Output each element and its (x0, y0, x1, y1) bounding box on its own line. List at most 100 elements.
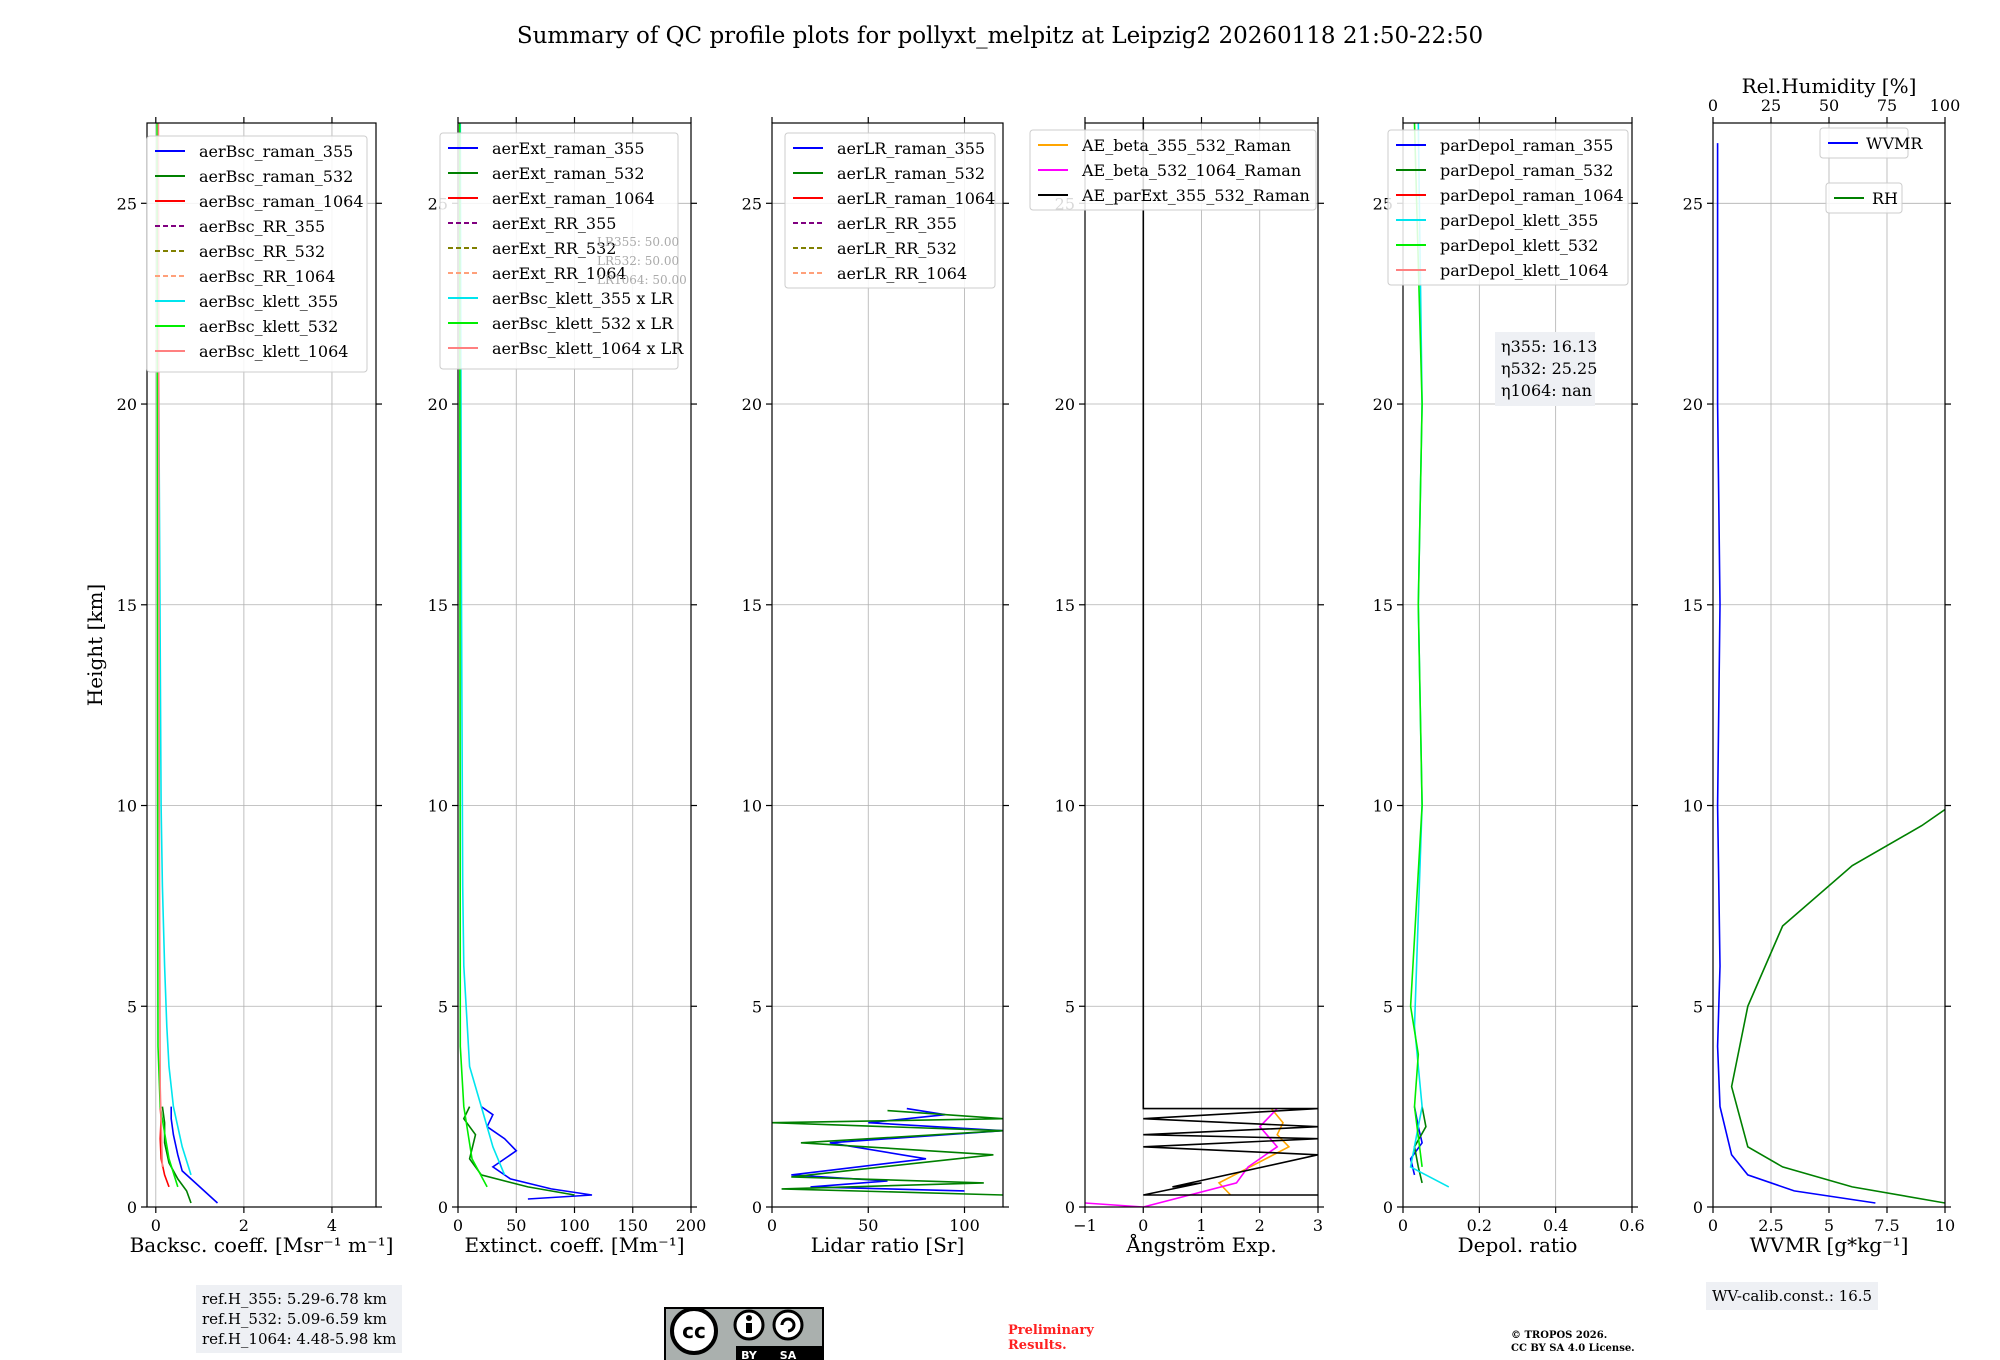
legend-label: aerBsc_klett_532 (199, 317, 338, 336)
legend-label: parDepol_klett_532 (1440, 236, 1598, 255)
eta-annotation: η355: 16.13 (1501, 337, 1597, 356)
x-tick-label: 2 (1255, 1216, 1265, 1235)
ref-height-1064: ref.H_1064: 4.48-5.98 km (202, 1330, 397, 1348)
legend-label: aerBsc_klett_355 (199, 292, 338, 311)
legend-label: aerBsc_RR_532 (199, 242, 325, 261)
series-pardepol-klett-532 (1409, 123, 1423, 1168)
y-tick-label: 5 (1065, 997, 1075, 1016)
y-tick-label: 25 (117, 194, 137, 213)
legend-label: parDepol_raman_355 (1440, 136, 1613, 155)
panel-4: −101230510152025Ångström Exp.AE_beta_355… (1029, 117, 1324, 1257)
eta-annotation-box (1495, 332, 1595, 406)
x-tick-label: 0 (151, 1216, 161, 1235)
x2-tick-label: 0 (1708, 96, 1718, 115)
copyright-line2: CC BY SA 4.0 License. (1511, 1343, 1635, 1354)
series-aerlr-raman-355 (791, 1107, 1003, 1192)
figure-title: Summary of QC profile plots for pollyxt_… (517, 23, 1483, 49)
axes-frame (1402, 122, 1633, 1208)
x-tick-label: 10 (1935, 1216, 1955, 1235)
panel-1: 0 2 4 0 5 10 15 20 25 Backsc. coeff. [Msr⁻¹ m⁻¹] a… (117, 117, 394, 1257)
eta-annotation: η532: 25.25 (1501, 359, 1597, 378)
legend: aerExt_raman_355 aerExt_raman_532 aerExt_r… (439, 132, 684, 370)
x-tick-label: 0 (1398, 1216, 1408, 1235)
x2-tick-label: 25 (1761, 96, 1781, 115)
series-group (1716, 143, 1945, 1204)
y-tick-label: 0 (1693, 1198, 1703, 1217)
preliminary-note-line2: Results. (1008, 1338, 1067, 1353)
y-tick-label: 10 (117, 797, 137, 816)
series-aerlr-raman-532 (772, 1109, 1003, 1196)
y-tick-label: 5 (127, 997, 137, 1016)
by-label: BY (741, 1349, 758, 1360)
y-tick-label: 20 (1683, 395, 1703, 414)
ref-height-532: ref.H_532: 5.09-6.59 km (202, 1310, 387, 1328)
series-group (156, 123, 219, 1204)
x-tick-label: 2 (239, 1216, 249, 1235)
legend-label: aerBsc_raman_1064 (199, 192, 364, 211)
y-tick-label: 0 (1383, 1198, 1393, 1217)
legend-label: aerBsc_klett_355 x LR (492, 289, 674, 308)
legend-label: aerLR_raman_355 (837, 139, 985, 158)
reference-height-box: ref.H_355: 5.29-6.78 km ref.H_532: 5.09-… (196, 1285, 403, 1353)
x-tick-label: 0 (1708, 1216, 1718, 1235)
y-tick-label: 15 (1373, 596, 1393, 615)
legend-label: aerLR_RR_532 (837, 239, 957, 258)
x-tick-label: 0.6 (1619, 1216, 1644, 1235)
y-tick-label: 5 (438, 997, 448, 1016)
y-tick-label: 10 (428, 797, 448, 816)
legend-label: parDepol_raman_1064 (1440, 186, 1624, 205)
legend-box (439, 132, 679, 370)
cc-label: cc (682, 1319, 706, 1343)
series-aerext-raman-355 (480, 1105, 593, 1200)
x-axis-label: Backsc. coeff. [Msr⁻¹ m⁻¹] (130, 1233, 394, 1257)
cc-icon (670, 1307, 718, 1355)
x-tick-label: −1 (1073, 1216, 1097, 1235)
x-axis-label: Extinct. coeff. [Mm⁻¹] (464, 1233, 684, 1257)
legend-label: aerExt_raman_532 (492, 164, 645, 183)
ref-height-355: ref.H_355: 5.29-6.78 km (202, 1290, 387, 1308)
y-tick-label: 0 (438, 1198, 448, 1217)
series-group (772, 1107, 1003, 1196)
legend-label: aerExt_RR_355 (492, 214, 616, 233)
x-tick-label: 7.5 (1874, 1216, 1899, 1235)
y-tick-label: 20 (1373, 395, 1393, 414)
sa-share-icon (772, 1309, 804, 1341)
y-tick-label: 15 (1055, 596, 1075, 615)
y-tick-label: 20 (742, 395, 762, 414)
y-tick-label: 20 (1055, 395, 1075, 414)
x-tick-label: 3 (1313, 1216, 1323, 1235)
x-tick-label: 100 (559, 1216, 590, 1235)
series-rh (1730, 808, 1945, 1204)
legend-label: aerExt_raman_1064 (492, 189, 655, 208)
y-tick-label: 20 (117, 395, 137, 414)
x-tick-label: 200 (676, 1216, 707, 1235)
series-aerbsc-klett-532 (156, 123, 179, 1188)
wv-calib-box: WV-calib.const.: 16.5 (1706, 1282, 1879, 1310)
y-tick-label: 10 (1373, 797, 1393, 816)
preliminary-note-line1: Preliminary (1008, 1323, 1094, 1338)
series-ae-parext-355-532-raman (1142, 123, 1318, 1196)
y-tick-label: 15 (428, 596, 448, 615)
x2-tick-label: 75 (1877, 96, 1897, 115)
copyright-line1: © TROPOS 2026. (1511, 1330, 1607, 1341)
legend-label: WVMR (1866, 134, 1923, 153)
series-aerext-raman-532 (462, 1106, 575, 1196)
legend-box (784, 132, 996, 289)
legend-label: AE_parExt_355_532_Raman (1081, 186, 1310, 205)
legend-box (1819, 127, 1909, 159)
legend-label: parDepol_raman_532 (1440, 161, 1613, 180)
y-tick-label: 0 (1065, 1198, 1075, 1217)
x-tick-label: 0 (1138, 1216, 1148, 1235)
x-tick-label: 0 (453, 1216, 463, 1235)
y-axis-label: Height [km] (83, 584, 107, 706)
x-axis-label: WVMR [g*kg⁻¹] (1750, 1233, 1909, 1257)
legend-label: AE_beta_532_1064_Raman (1081, 161, 1301, 180)
y-tick-label: 10 (1055, 797, 1075, 816)
legend-label: aerBsc_RR_1064 (199, 267, 335, 286)
legend: parDepol_raman_355 parDepol_raman_532 parD… (1387, 129, 1629, 286)
x-tick-label: 4 (327, 1216, 337, 1235)
series-ae-beta-355-532-raman (1217, 1108, 1291, 1196)
